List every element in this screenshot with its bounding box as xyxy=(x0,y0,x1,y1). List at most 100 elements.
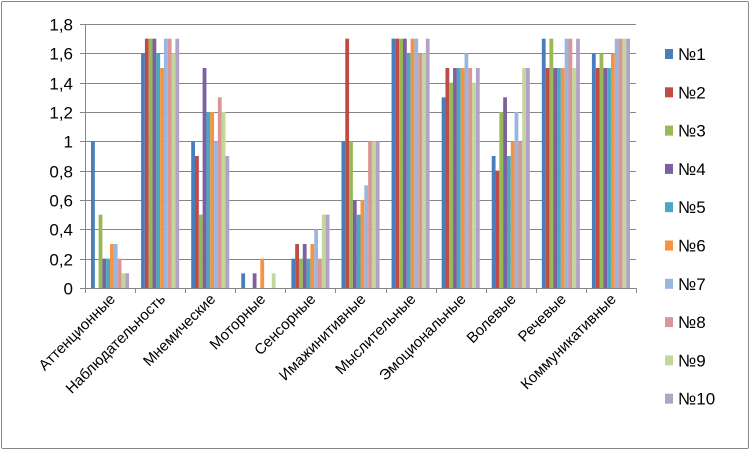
bar xyxy=(356,214,361,288)
legend-swatch xyxy=(665,355,673,366)
axes xyxy=(80,24,637,293)
bar xyxy=(206,112,211,288)
bar xyxy=(360,200,365,288)
bar xyxy=(221,112,226,288)
bars xyxy=(91,38,630,288)
bar xyxy=(306,258,311,288)
bar xyxy=(167,38,172,288)
legend-swatch xyxy=(665,49,673,59)
bar xyxy=(144,38,149,288)
bar xyxy=(160,68,164,288)
bar xyxy=(202,68,207,288)
legend-swatch xyxy=(665,393,673,404)
bar xyxy=(310,244,315,288)
bar xyxy=(603,68,608,288)
bar xyxy=(449,82,454,288)
bar xyxy=(626,38,630,288)
bar xyxy=(464,53,469,288)
bar xyxy=(475,68,480,288)
bar xyxy=(156,53,161,288)
bar xyxy=(98,214,103,288)
bar xyxy=(441,97,446,288)
legend-label: №7 xyxy=(678,275,706,294)
legend-label: №8 xyxy=(678,313,706,332)
bar xyxy=(302,244,307,288)
x-tick-label: Имажинитивные xyxy=(276,291,369,384)
bar xyxy=(210,112,215,288)
bar xyxy=(271,273,276,288)
bar xyxy=(117,258,122,288)
bar xyxy=(368,141,372,288)
bar xyxy=(198,214,203,288)
x-tick-labels: АттенционныеНаблюдательностьМнемическиеМ… xyxy=(36,291,620,398)
bar xyxy=(491,156,496,288)
bar xyxy=(314,229,319,288)
bar xyxy=(414,38,419,288)
bar xyxy=(102,258,107,288)
legend-swatch xyxy=(665,87,673,98)
legend-label: №6 xyxy=(678,237,706,256)
y-tick-label: 1,6 xyxy=(49,45,73,64)
y-tick-label: 1,8 xyxy=(49,16,73,35)
legend-swatch xyxy=(665,278,673,289)
bar xyxy=(568,38,573,288)
x-tick-label: Эмоциональные xyxy=(376,291,469,384)
bar xyxy=(549,38,554,288)
bar xyxy=(295,244,299,288)
bar xyxy=(298,258,303,288)
bar xyxy=(472,82,476,288)
bar xyxy=(503,97,507,288)
y-tick-label: 0,6 xyxy=(49,192,73,211)
bar xyxy=(214,141,218,288)
legend-label: №4 xyxy=(678,160,706,179)
bar xyxy=(291,258,296,288)
bar xyxy=(395,38,400,288)
bar xyxy=(506,156,511,288)
bar xyxy=(318,258,322,288)
legend-swatch xyxy=(665,202,673,213)
bar xyxy=(418,53,423,288)
y-tick-label: 1,4 xyxy=(49,75,73,94)
legend-label: №2 xyxy=(678,83,706,102)
bar xyxy=(499,112,504,288)
bar xyxy=(171,53,176,288)
bar xyxy=(595,68,600,288)
legend-label: №9 xyxy=(678,351,706,370)
bar xyxy=(106,258,111,288)
bar xyxy=(141,53,145,288)
bar xyxy=(113,244,118,288)
bar xyxy=(345,38,350,288)
bar xyxy=(110,244,114,288)
bar xyxy=(91,141,95,288)
bar xyxy=(576,38,580,288)
bar xyxy=(495,170,500,288)
bar xyxy=(163,38,168,288)
bar xyxy=(591,53,596,288)
bar xyxy=(572,68,577,288)
bar xyxy=(618,38,623,288)
bar xyxy=(375,141,380,288)
bar xyxy=(456,68,461,288)
bar xyxy=(195,156,199,288)
bar xyxy=(560,68,565,288)
bar xyxy=(510,141,515,288)
x-tick-label: Коммуникативные xyxy=(518,291,620,393)
bar xyxy=(622,38,627,288)
bar xyxy=(252,273,257,288)
bar xyxy=(453,68,457,288)
bar xyxy=(514,112,519,288)
legend-swatch xyxy=(665,317,673,328)
y-tick-label: 0,4 xyxy=(49,221,73,240)
bar xyxy=(148,38,153,288)
bar xyxy=(406,53,411,288)
bar xyxy=(352,200,357,288)
bar xyxy=(564,38,569,288)
legend-swatch xyxy=(665,240,673,251)
bar xyxy=(225,156,230,288)
bar xyxy=(460,68,465,288)
bar xyxy=(241,273,246,288)
y-tick-label: 0 xyxy=(64,280,73,299)
legend-label: №3 xyxy=(678,122,706,141)
bar xyxy=(125,273,130,288)
